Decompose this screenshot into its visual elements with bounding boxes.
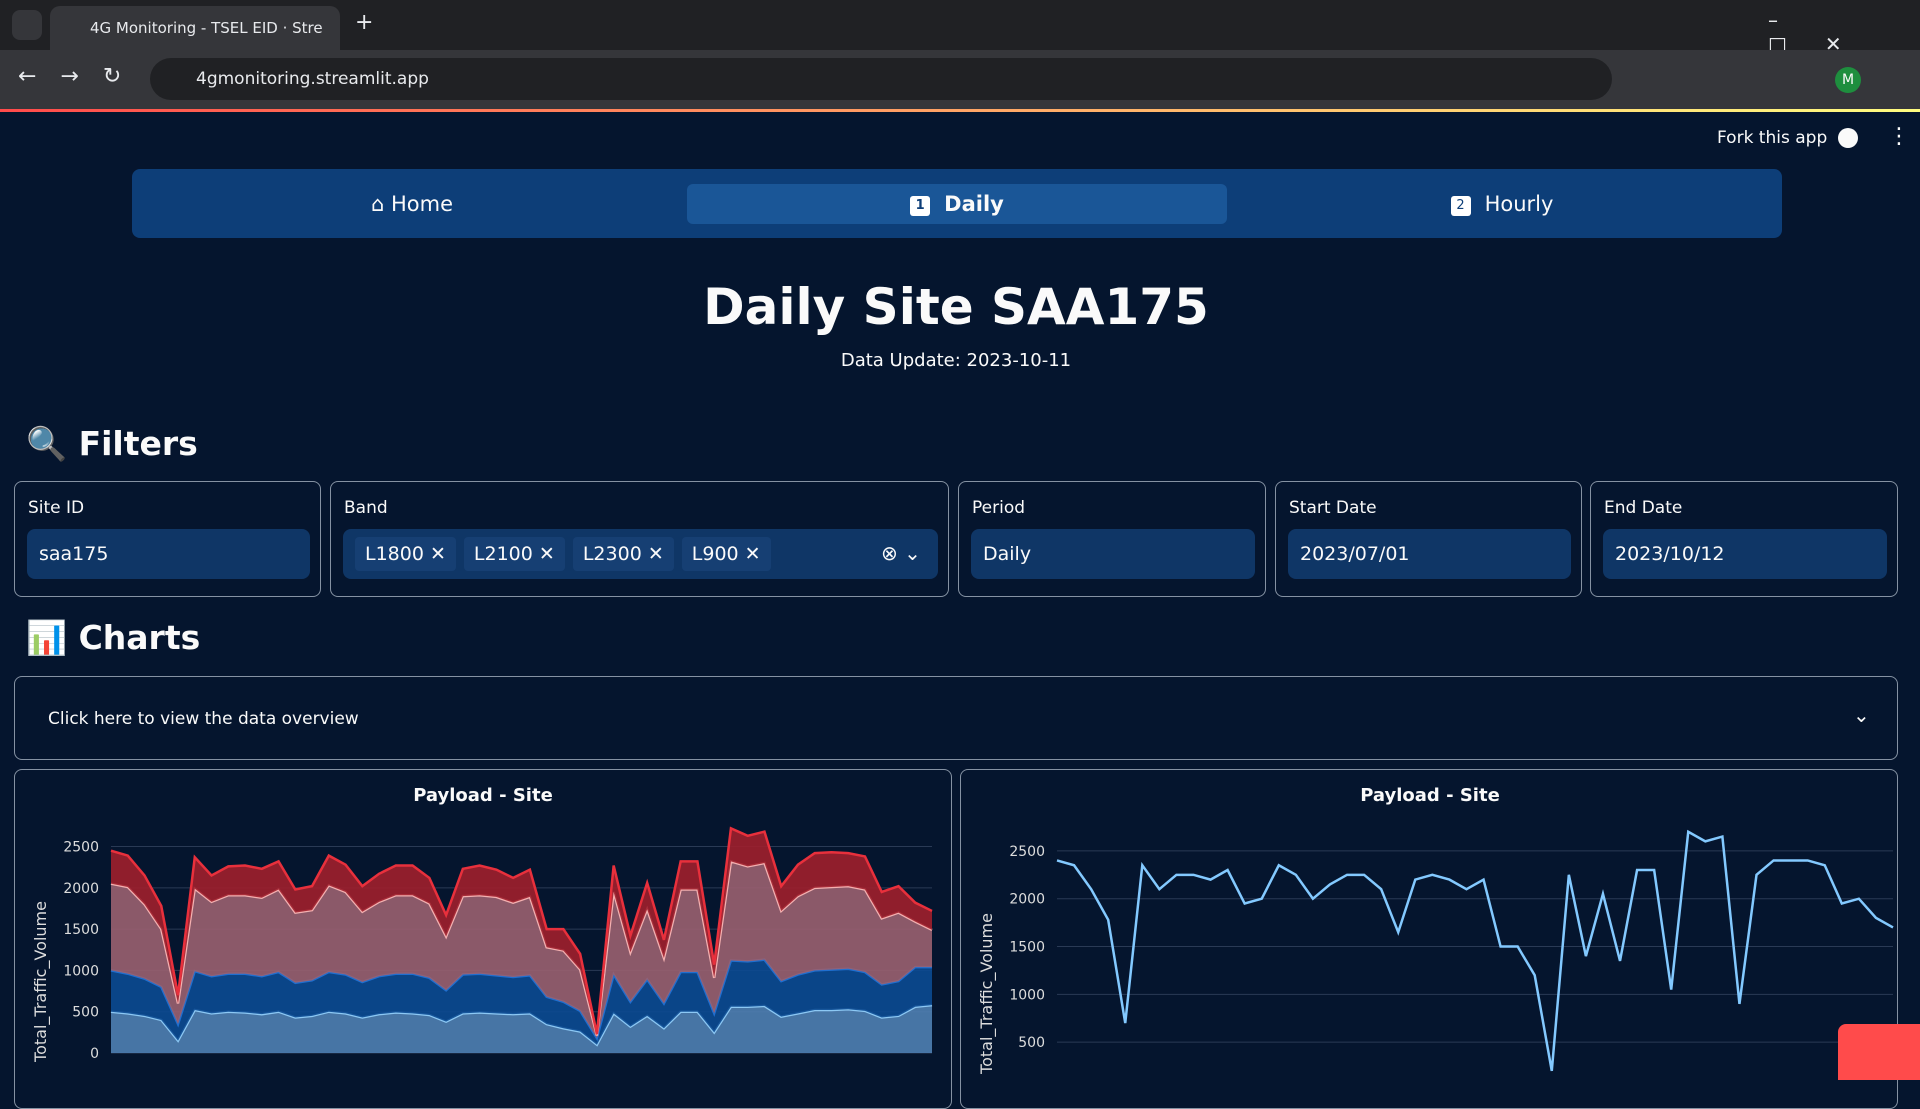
tag[interactable]: L900 ✕ xyxy=(681,537,771,571)
streamlit-badge[interactable] xyxy=(1838,1024,1920,1080)
y-tick-label: 2000 xyxy=(63,881,99,897)
tag-text: L1800 xyxy=(365,543,424,565)
y-tick-label: 0 xyxy=(90,1046,99,1062)
y-tick-label: 2500 xyxy=(1009,844,1045,860)
field-label: Band xyxy=(344,498,388,518)
expander[interactable]: Click here to view the data overview ⌄ xyxy=(14,676,1898,760)
menu[interactable]: ⋮ xyxy=(1888,124,1910,149)
fork-link[interactable]: Fork this app xyxy=(1717,128,1828,148)
clear-chevron[interactable]: ⊗ ⌄ xyxy=(881,541,921,565)
tag-text: L2300 xyxy=(582,543,642,565)
nav-bar: ⌂ Home 1 Daily 2 Hourly xyxy=(132,169,1782,238)
nav-daily[interactable]: 1 Daily xyxy=(687,184,1227,224)
nav-label: Daily xyxy=(944,192,1004,216)
y-axis-title: Total_Traffic_Volume xyxy=(977,913,997,1075)
profile[interactable]: M xyxy=(1835,67,1861,93)
y-tick-label: 500 xyxy=(72,1005,99,1021)
y-tick-label: 1500 xyxy=(1009,940,1045,956)
y-tick-label: 1500 xyxy=(63,922,99,938)
nav-buttons[interactable]: ←→↻ xyxy=(18,64,146,89)
y-tick-label: 2000 xyxy=(1009,892,1045,908)
nav-label: Home xyxy=(391,192,454,216)
field-label: End Date xyxy=(1604,498,1683,518)
line xyxy=(1056,829,1894,1072)
field-label: Period xyxy=(972,498,1026,518)
date-input[interactable]: 2023/10/12 xyxy=(1603,529,1887,579)
chart-title: Payload - Site xyxy=(413,785,553,806)
multiselect[interactable]: L1800 ✕ L2100 ✕ L2300 ✕ L900 ✕ ⊗ ⌄ xyxy=(343,529,938,579)
chart-title: Payload - Site xyxy=(1360,785,1500,806)
loading-bar xyxy=(0,109,1920,112)
y-tick-label: 1000 xyxy=(63,963,99,979)
text-input[interactable]: saa175 xyxy=(27,529,310,579)
charts-heading: 📊 Charts xyxy=(26,618,201,657)
filter-end: End Date 2023/10/12 xyxy=(1590,481,1898,597)
area xyxy=(111,1005,932,1053)
subtitle: Data Update: 2023-10-11 xyxy=(840,350,1072,371)
heading-text: Charts xyxy=(78,618,201,657)
y-tick-label: 500 xyxy=(1018,1035,1045,1051)
nav-home[interactable]: ⌂ Home xyxy=(370,192,454,216)
nav-hourly[interactable]: 2 Hourly xyxy=(1232,184,1772,224)
field-label: Site ID xyxy=(28,498,85,518)
nav-badge: 2 xyxy=(1450,196,1471,216)
select[interactable]: Daily xyxy=(971,529,1255,579)
y-tick-label: 2500 xyxy=(63,840,99,856)
expander-label: Click here to view the data overview xyxy=(48,709,359,729)
github-icon[interactable] xyxy=(1838,128,1858,148)
tab-search[interactable] xyxy=(12,10,42,40)
filter-period: Period Daily xyxy=(958,481,1266,597)
filter-band: Band L1800 ✕ L2100 ✕ L2300 ✕ L900 ✕ ⊗ ⌄ xyxy=(330,481,949,597)
charts: Payload - Site Total_Traffic_Volume 0 500 10… xyxy=(31,785,1894,1075)
tag[interactable]: L2300 ✕ xyxy=(572,537,674,571)
address-bar[interactable]: 4gmonitoring.streamlit.app xyxy=(150,58,1612,100)
tag[interactable]: L1800 ✕ xyxy=(355,537,456,571)
tag[interactable]: L2100 ✕ xyxy=(463,537,565,571)
filter-start: Start Date 2023/07/01 xyxy=(1275,481,1582,597)
area xyxy=(111,959,932,1045)
chevron: ⌄ xyxy=(1853,703,1870,727)
filters-heading: 🔍 Filters xyxy=(26,424,198,463)
area-edge xyxy=(110,826,933,1035)
y-axis-title: Total_Traffic_Volume xyxy=(31,901,51,1063)
tag-text: L900 xyxy=(691,543,739,565)
heading-text: Filters xyxy=(78,424,198,463)
tag-text: L2100 xyxy=(473,543,533,565)
y-tick-label: 1000 xyxy=(1009,987,1045,1003)
page-title: Daily Site SAA175 xyxy=(703,278,1209,336)
field-label: Start Date xyxy=(1289,498,1377,518)
tab[interactable]: 4G Monitoring - TSEL EID · Stre xyxy=(50,6,340,50)
nav-badge: 1 xyxy=(910,196,931,216)
new-tab[interactable]: + xyxy=(355,10,374,35)
nav-label: Hourly xyxy=(1484,192,1554,216)
filter-site: Site ID saa175 xyxy=(14,481,321,597)
date-input[interactable]: 2023/07/01 xyxy=(1288,529,1571,579)
